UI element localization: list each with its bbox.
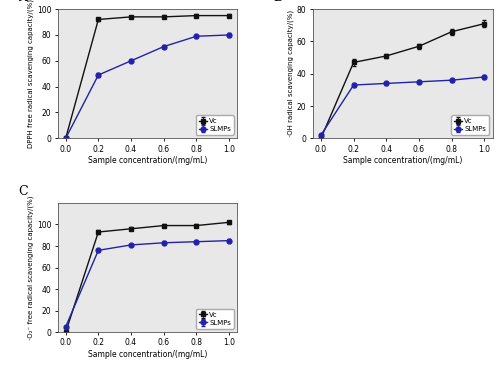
Y-axis label: ·O₂⁻ free radical scavenging capacity/(%): ·O₂⁻ free radical scavenging capacity/(%… — [28, 195, 34, 340]
Legend: Vc, SLMPs: Vc, SLMPs — [196, 115, 234, 135]
Y-axis label: ·OH radical scavenging capacity/(%): ·OH radical scavenging capacity/(%) — [288, 10, 294, 137]
Text: A: A — [18, 0, 27, 4]
Y-axis label: DPPH free radical scavenging capacity/(%): DPPH free radical scavenging capacity/(%… — [28, 0, 34, 148]
Text: B: B — [273, 0, 282, 4]
X-axis label: Sample concentration/(mg/mL): Sample concentration/(mg/mL) — [88, 156, 207, 165]
Legend: Vc, SLMPs: Vc, SLMPs — [196, 309, 234, 328]
X-axis label: Sample concentration/(mg/mL): Sample concentration/(mg/mL) — [88, 350, 207, 359]
X-axis label: Sample concentration/(mg/mL): Sample concentration/(mg/mL) — [343, 156, 462, 165]
Legend: Vc, SLMPs: Vc, SLMPs — [451, 115, 489, 135]
Text: C: C — [18, 185, 28, 198]
